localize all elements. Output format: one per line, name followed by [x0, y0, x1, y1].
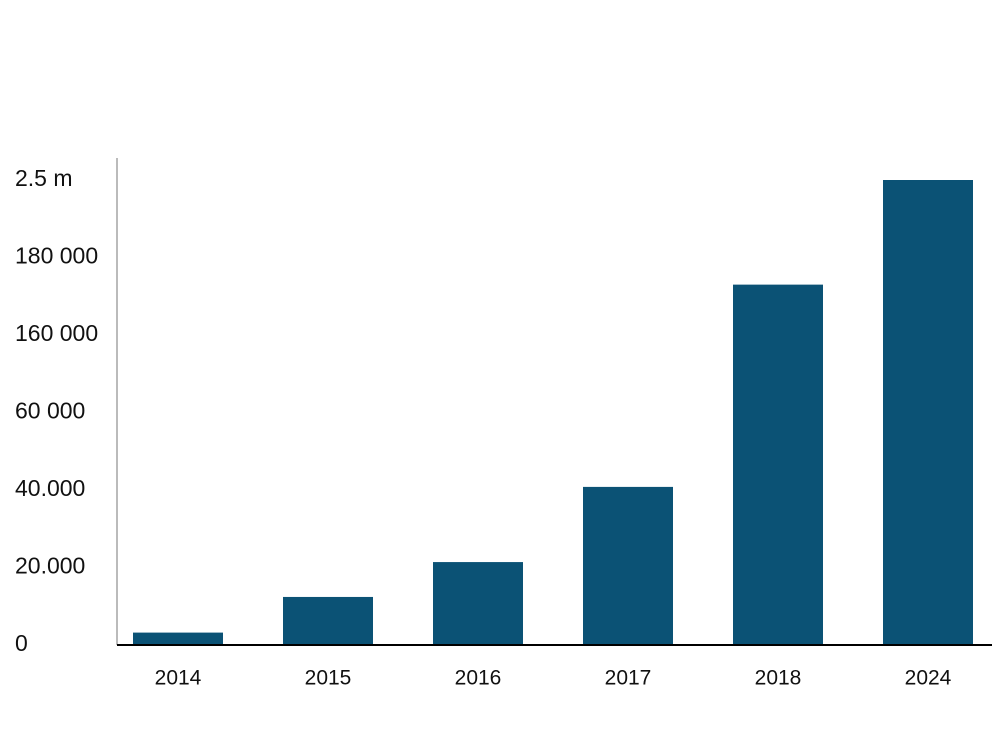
x-tick-label: 2024: [905, 667, 952, 690]
bar: [433, 562, 523, 645]
bar: [133, 632, 223, 645]
y-tick-label: 2.5 m: [15, 165, 73, 191]
bar: [283, 596, 373, 645]
bar: [883, 180, 973, 645]
y-tick-label: 60 000: [15, 398, 85, 424]
x-tick-label: 2016: [455, 667, 502, 690]
bar: [733, 284, 823, 645]
y-tick-label: 0: [15, 630, 28, 656]
x-tick-label: 2018: [755, 667, 802, 690]
y-tick-label: 180 000: [15, 243, 98, 269]
x-tick-label: 2015: [305, 667, 352, 690]
y-tick-label: 20.000: [15, 553, 85, 579]
x-tick-label: 2014: [155, 667, 202, 690]
x-tick-label: 2017: [605, 667, 652, 690]
bar: [583, 486, 673, 645]
y-tick-label: 40.000: [15, 475, 85, 501]
y-tick-label: 160 000: [15, 320, 98, 346]
